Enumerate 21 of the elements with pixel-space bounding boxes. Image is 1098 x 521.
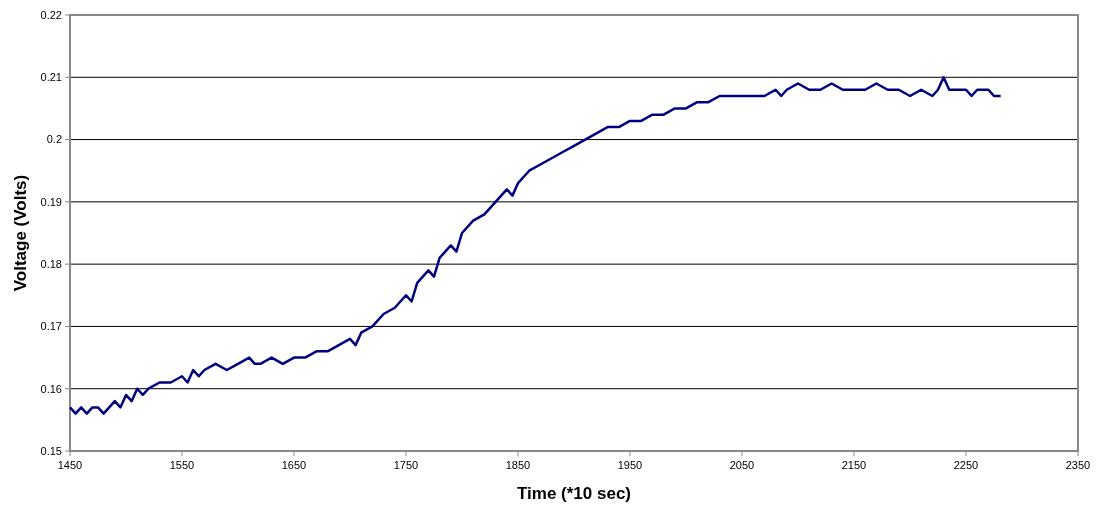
x-tick-label: 2350 bbox=[1065, 459, 1091, 471]
x-tick-label: 1650 bbox=[281, 459, 307, 471]
y-tick-label: 0.21 bbox=[40, 71, 62, 84]
y-tick-label: 0.2 bbox=[46, 133, 62, 146]
y-tick-label: 0.15 bbox=[40, 444, 62, 457]
y-tick-label: 0.19 bbox=[40, 195, 62, 208]
y-tick-label: 0.18 bbox=[40, 257, 62, 270]
x-tick-label: 1850 bbox=[505, 459, 531, 471]
x-tick-label: 1750 bbox=[393, 459, 419, 471]
x-tick-label: 1550 bbox=[169, 459, 195, 471]
x-tick-label: 2250 bbox=[953, 459, 979, 471]
y-tick-label: 0.17 bbox=[40, 320, 62, 333]
x-tick-label: 2050 bbox=[729, 459, 755, 471]
y-tick-label: 0.16 bbox=[40, 382, 62, 395]
y-tick-label: 0.22 bbox=[40, 8, 62, 21]
x-tick-label: 1450 bbox=[57, 459, 83, 471]
y-axis-title: Voltage (Volts) bbox=[11, 174, 30, 292]
x-axis-title: Time (*10 sec) bbox=[516, 484, 632, 503]
x-tick-label: 2150 bbox=[841, 459, 867, 471]
line-series bbox=[68, 76, 1002, 415]
x-tick-label: 1950 bbox=[617, 459, 643, 471]
